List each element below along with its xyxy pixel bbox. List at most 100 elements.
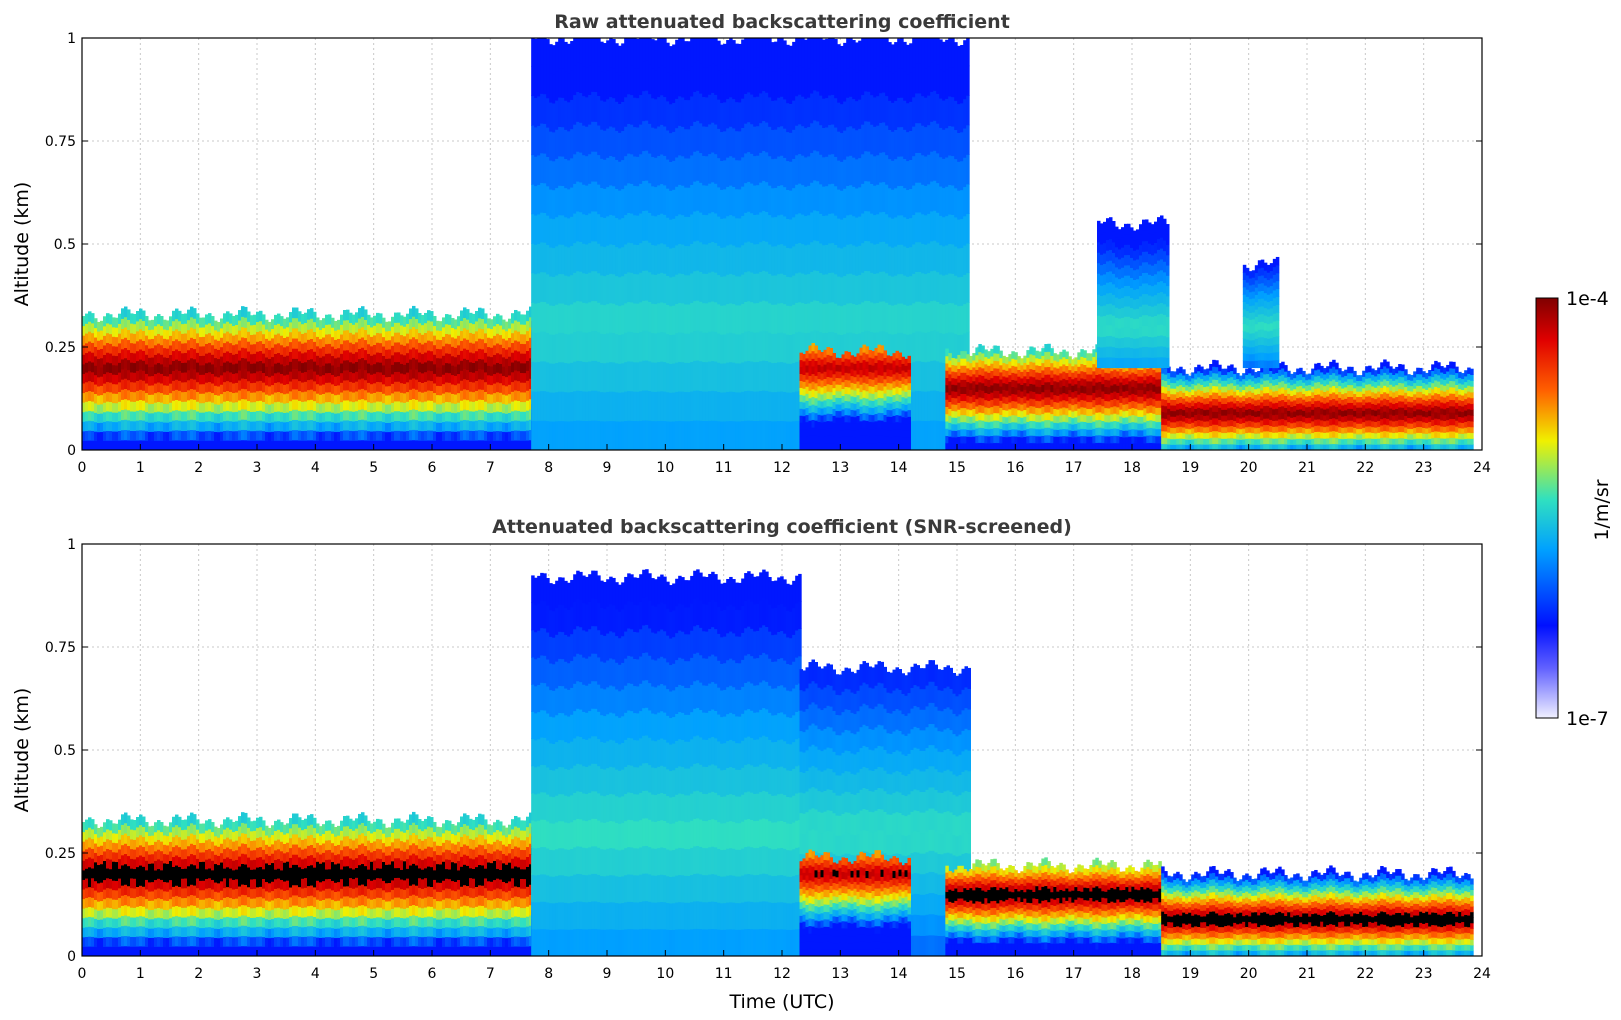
backscatter-cell [759,330,763,362]
backscatter-cell [567,304,571,335]
backscatter-cell [205,401,209,412]
backscatter-cell [669,132,673,162]
backscatter-cell [789,305,793,336]
backscatter-cell [166,440,170,450]
backscatter-cell [705,273,709,304]
backscatter-cell [148,440,152,450]
backscatter-cell [127,369,131,381]
backscatter-cell [885,154,889,185]
backscatter-cell [379,332,383,344]
backscatter-cell [115,412,119,423]
backscatter-cell [882,151,886,183]
backscatter-cell [295,419,299,431]
backscatter-cell [798,272,802,303]
backscatter-cell [552,421,556,450]
backscatter-cell [663,214,667,245]
backscatter-cell [217,422,221,433]
backscatter-cell [750,94,754,125]
backscatter-cell [789,247,793,278]
backscatter-cell [960,351,964,359]
backscatter-cell [310,308,314,319]
backscatter-cell [819,242,823,274]
backscatter-cell [886,422,890,431]
backscatter-cell [609,391,613,422]
backscatter-cell [316,431,320,442]
backscatter-cell [684,70,688,101]
backscatter-cell [406,333,410,344]
backscatter-cell [906,247,910,277]
backscatter-cell [211,373,215,384]
backscatter-cell [877,404,881,413]
backscatter-cell [927,213,931,244]
backscatter-cell [496,391,500,402]
backscatter-cell [585,273,589,304]
backscatter-cell [808,345,812,354]
backscatter-cell [835,397,839,405]
backscatter-cell [912,361,916,392]
backscatter-cell [843,42,847,73]
backscatter-cell [802,422,806,430]
backscatter-cell [202,383,206,394]
backscatter-cell [867,240,871,272]
backscatter-cell [514,339,518,351]
backscatter-cell [552,276,556,306]
backscatter-cell [205,343,209,354]
backscatter-cell [178,410,182,421]
backscatter-cell [765,122,769,153]
backscatter-cell [325,401,329,412]
backscatter-cell [615,333,619,364]
backscatter-cell [897,214,901,245]
backscatter-cell [811,419,815,428]
backscatter-cell [813,149,817,181]
backscatter-cell [871,414,875,423]
backscatter-cell [301,362,305,373]
backscatter-cell [112,383,116,394]
backscatter-cell [883,414,887,423]
backscatter-cell [130,440,134,450]
backscatter-cell [253,382,257,393]
backscatter-cell [813,209,817,241]
backscatter-cell [537,38,541,67]
backscatter-cell [901,356,905,364]
backscatter-cell [856,443,860,450]
backscatter-cell [856,394,860,403]
backscatter-cell [340,440,344,450]
backscatter-cell [295,307,299,319]
backscatter-cell [924,332,928,363]
backscatter-cell [307,329,311,340]
backscatter-cell [903,158,907,189]
backscatter-cell [561,361,565,392]
backscatter-cell [543,420,547,450]
backscatter-cell [642,120,646,152]
backscatter-cell [744,212,748,243]
backscatter-cell [328,353,332,364]
backscatter-cell [895,428,899,437]
backscatter-cell [820,365,824,374]
backscatter-cell [205,324,209,335]
backscatter-cell [853,436,857,444]
backscatter-cell [82,325,86,336]
backscatter-cell [469,342,473,353]
backscatter-cell [687,128,691,159]
backscatter-cell [681,391,685,422]
backscatter-cell [526,330,530,342]
backscatter-cell [609,332,613,363]
backscatter-cell [906,44,910,75]
backscatter-cell [870,94,874,125]
backscatter-cell [466,319,470,330]
backscatter-cell [526,410,530,421]
backscatter-cell [888,42,892,72]
backscatter-cell [85,391,89,402]
backscatter-cell [633,185,637,216]
backscatter-cell [436,385,440,396]
backscatter-cell [883,364,887,373]
backscatter-cell [865,353,869,362]
backscatter-cell [325,440,329,450]
backscatter-cell [346,359,350,371]
backscatter-cell [427,410,431,421]
backscatter-cell [870,242,874,273]
backscatter-cell [358,348,362,360]
backscatter-cell [780,214,784,245]
backscatter-cell [199,346,203,356]
backscatter-cell [511,342,515,353]
